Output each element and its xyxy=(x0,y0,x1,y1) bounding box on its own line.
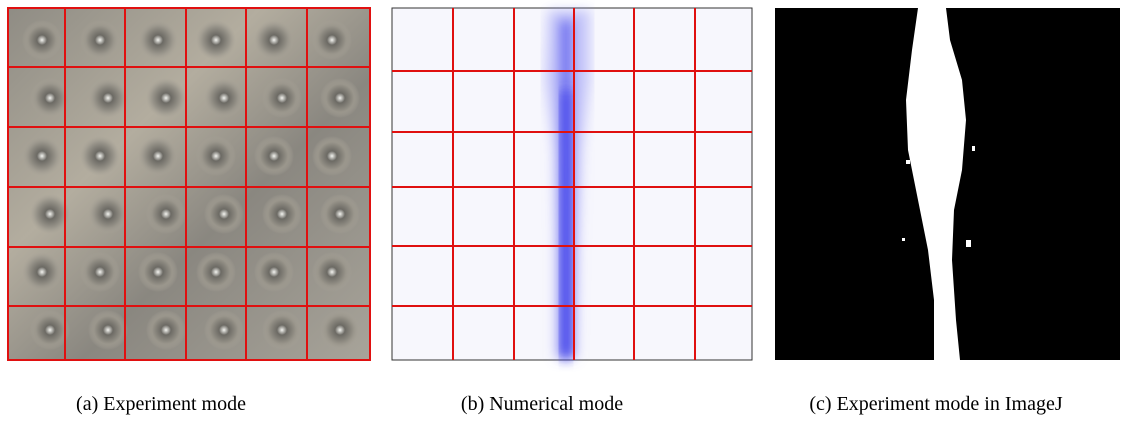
dimple xyxy=(138,136,178,176)
dimple xyxy=(80,20,120,60)
dimple xyxy=(196,252,236,292)
dimple xyxy=(22,136,62,176)
panel-a-image xyxy=(7,7,371,361)
dimple xyxy=(320,78,360,118)
dimple xyxy=(320,310,360,350)
dimple xyxy=(254,20,294,60)
dimple xyxy=(204,310,244,350)
dimple xyxy=(196,20,236,60)
dimple xyxy=(138,252,178,292)
dimple xyxy=(262,194,302,234)
dimple xyxy=(88,78,128,118)
dimple xyxy=(312,252,352,292)
dimple xyxy=(146,194,186,234)
dimple xyxy=(80,252,120,292)
dimple xyxy=(312,20,352,60)
dimple xyxy=(138,20,178,60)
dimple xyxy=(30,310,70,350)
dimple xyxy=(254,136,294,176)
dimple xyxy=(30,78,70,118)
dimple xyxy=(22,252,62,292)
dimple xyxy=(146,78,186,118)
caption: (c) Experiment mode in ImageJ xyxy=(809,393,1062,415)
dimple xyxy=(80,136,120,176)
panel-b-image xyxy=(391,7,753,361)
dimple xyxy=(88,310,128,350)
caption: (b) Numerical mode xyxy=(461,393,623,415)
dimple xyxy=(262,310,302,350)
panel-c-image xyxy=(775,8,1120,360)
dimple xyxy=(22,20,62,60)
dimple xyxy=(204,78,244,118)
dimple xyxy=(262,78,302,118)
dimple xyxy=(30,194,70,234)
caption: (a) Experiment mode xyxy=(76,393,246,415)
dimple xyxy=(146,310,186,350)
dimple xyxy=(196,136,236,176)
dimple xyxy=(312,136,352,176)
dimple xyxy=(204,194,244,234)
dimple xyxy=(88,194,128,234)
dimple xyxy=(254,252,294,292)
dimple xyxy=(320,194,360,234)
